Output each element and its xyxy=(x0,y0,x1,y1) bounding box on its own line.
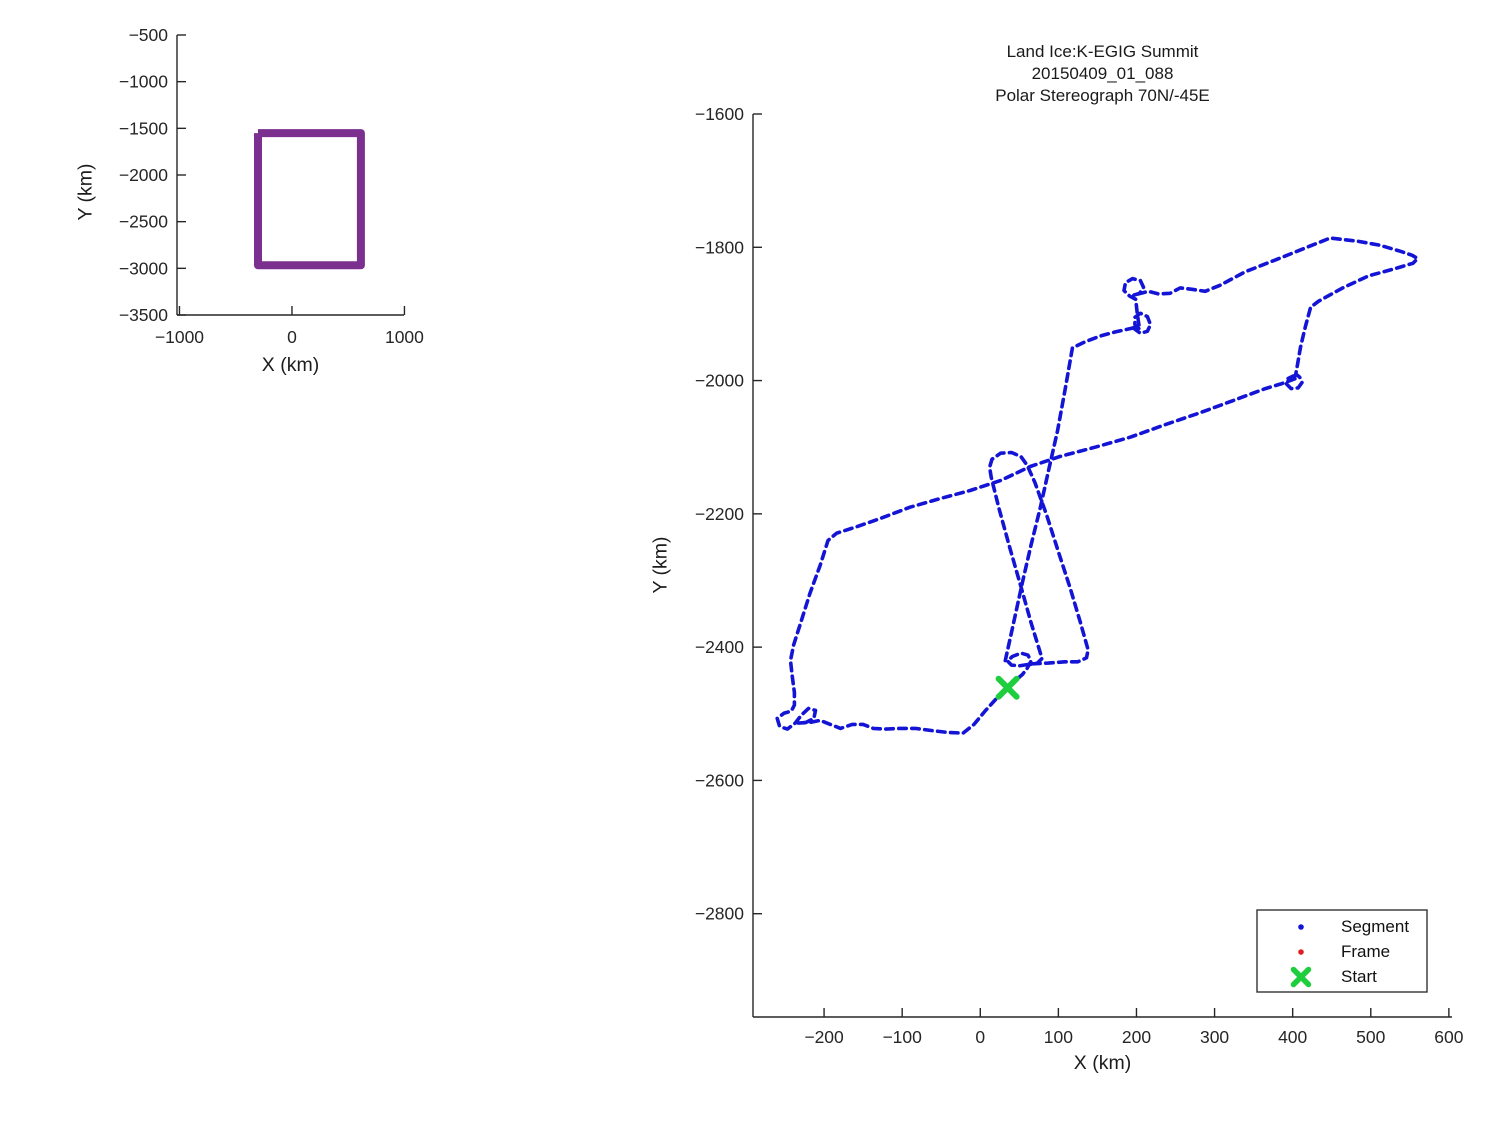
x-tick-label: 200 xyxy=(1122,1027,1151,1047)
x-tick-label: 400 xyxy=(1278,1027,1307,1047)
segment-main-tour-path xyxy=(775,236,1420,735)
flight-ylabel: Y (km) xyxy=(649,536,672,594)
x-tick-label: 100 xyxy=(1044,1027,1073,1047)
x-tick-label: −100 xyxy=(882,1027,922,1047)
x-tick-label: 300 xyxy=(1200,1027,1229,1047)
x-tick-label: −200 xyxy=(804,1027,844,1047)
y-tick-label: −1800 xyxy=(695,237,744,257)
plot-title-line-1: Land Ice:K-EGIG Summit xyxy=(1006,42,1199,61)
overview-xlabel: X (km) xyxy=(261,354,320,376)
y-tick-label: −2600 xyxy=(695,770,744,790)
y-tick-label: −2400 xyxy=(695,637,744,657)
y-tick-label: −3000 xyxy=(119,258,168,278)
legend-label-frame: Frame xyxy=(1341,942,1391,961)
y-tick-label: −3500 xyxy=(119,305,168,325)
legend-frame-dot-icon xyxy=(1298,949,1304,955)
y-tick-label: −500 xyxy=(129,25,169,45)
segment-transit-leg-path xyxy=(1003,326,1136,663)
start-marker-icon xyxy=(995,675,1020,700)
y-tick-label: −1600 xyxy=(695,104,744,124)
flight-xlabel: X (km) xyxy=(1073,1052,1132,1074)
overview-ylabel: Y (km) xyxy=(74,163,97,221)
y-tick-label: −2000 xyxy=(119,165,168,185)
y-tick-label: −2200 xyxy=(695,504,744,524)
legend-segment-dot-icon xyxy=(1298,924,1304,930)
coverage-rectangle-path xyxy=(254,129,365,270)
y-tick-label: −1000 xyxy=(119,72,168,92)
y-tick-label: −2500 xyxy=(119,212,168,232)
x-tick-label: 0 xyxy=(975,1027,985,1047)
y-tick-label: −2800 xyxy=(695,904,744,924)
x-tick-label: 500 xyxy=(1356,1027,1385,1047)
x-tick-label: 600 xyxy=(1434,1027,1463,1047)
y-tick-label: −2000 xyxy=(695,371,744,391)
legend-box xyxy=(1256,909,1428,993)
legend-start-x-icon xyxy=(1290,966,1312,988)
legend-label-segment: Segment xyxy=(1341,917,1410,936)
x-tick-label: 1000 xyxy=(385,327,424,347)
plot-title-line-2: 20150409_01_088 xyxy=(1031,64,1174,83)
x-tick-label: −1000 xyxy=(155,327,204,347)
x-tick-label: 0 xyxy=(287,327,297,347)
plot-title-line-3: Polar Stereograph 70N/-45E xyxy=(995,86,1210,105)
y-tick-label: −1500 xyxy=(119,118,168,138)
legend-label-start: Start xyxy=(1341,967,1377,986)
